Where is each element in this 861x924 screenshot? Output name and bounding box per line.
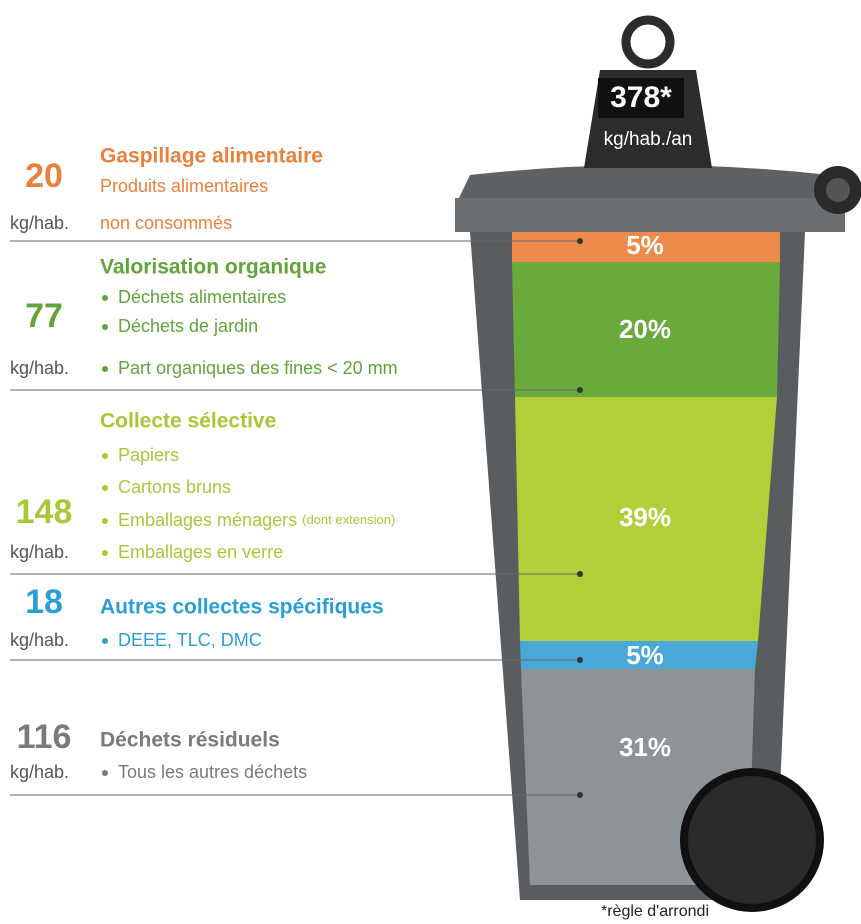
total-value: 378*	[610, 81, 672, 114]
section-title: Collecte sélective	[100, 410, 276, 433]
bullet	[102, 324, 108, 330]
item: Emballages ménagers (dont extension)	[118, 510, 395, 530]
leader-dot	[577, 792, 583, 798]
item: Déchets de jardin	[118, 316, 258, 336]
item: Déchets alimentaires	[118, 287, 286, 307]
percent: 5%	[626, 640, 664, 670]
footnote: *règle d'arrondi	[601, 903, 709, 920]
weight-ring	[621, 15, 675, 69]
bullet	[102, 485, 108, 491]
percent: 5%	[626, 230, 664, 260]
item: Part organiques des fines < 20 mm	[118, 358, 398, 378]
total-unit: kg/hab./an	[604, 129, 693, 150]
amount-unit: kg/hab.	[10, 762, 69, 782]
item-text: Emballages ménagers	[118, 510, 297, 530]
amount-unit: kg/hab.	[10, 630, 69, 650]
amount: 77	[25, 297, 63, 335]
leader-dot	[577, 387, 583, 393]
bullet	[102, 638, 108, 644]
amount: 18	[25, 583, 63, 621]
section-title: Autres collectes spécifiques	[100, 596, 384, 619]
leader-dot	[577, 238, 583, 244]
bullet	[102, 453, 108, 459]
percent: 31%	[619, 732, 671, 762]
item: Emballages en verre	[118, 542, 283, 562]
item-note: (dont extension)	[302, 512, 395, 527]
segment	[512, 232, 780, 262]
description: Produits alimentaires	[100, 176, 268, 196]
leader-dot	[577, 657, 583, 663]
bullet	[102, 518, 108, 524]
segment	[515, 397, 777, 641]
percent: 39%	[619, 502, 671, 532]
bin-hinge-center	[826, 178, 850, 202]
amount-unit: kg/hab.	[10, 213, 69, 233]
segment	[512, 262, 780, 397]
bin-lid-rim	[455, 198, 845, 232]
bullet	[102, 295, 108, 301]
bullet	[102, 770, 108, 776]
bullet	[102, 366, 108, 372]
bullet	[102, 550, 108, 556]
wheel-inner	[688, 776, 816, 904]
item: Cartons bruns	[118, 477, 231, 497]
amount-unit: kg/hab.	[10, 542, 69, 562]
section-title: Déchets résiduels	[100, 729, 280, 752]
amount: 148	[16, 493, 73, 531]
item: Papiers	[118, 445, 179, 465]
item: DEEE, TLC, DMC	[118, 630, 262, 650]
amount: 116	[17, 718, 72, 756]
section-title: Gaspillage alimentaire	[100, 145, 323, 168]
section-title: Valorisation organique	[100, 256, 326, 279]
amount: 20	[25, 157, 63, 195]
weight-label-bg	[598, 78, 684, 118]
leader-dot	[577, 571, 583, 577]
amount-unit: kg/hab.	[10, 358, 69, 378]
percent: 20%	[619, 314, 671, 344]
item: Tous les autres déchets	[118, 762, 307, 782]
description: non consommés	[100, 213, 232, 233]
